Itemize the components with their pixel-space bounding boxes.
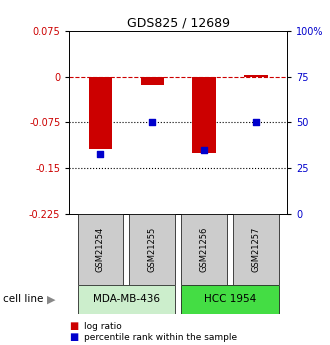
Bar xyxy=(129,214,175,285)
Text: GSM21256: GSM21256 xyxy=(200,227,209,272)
Text: GSM21254: GSM21254 xyxy=(96,227,105,272)
Title: GDS825 / 12689: GDS825 / 12689 xyxy=(127,17,230,30)
Bar xyxy=(233,214,279,285)
Point xyxy=(253,120,259,125)
Bar xyxy=(244,75,268,77)
Bar xyxy=(192,77,216,153)
Text: ▶: ▶ xyxy=(47,294,55,304)
Point xyxy=(202,147,207,153)
Bar xyxy=(78,214,123,285)
Text: log ratio: log ratio xyxy=(84,322,122,331)
Point xyxy=(149,120,155,125)
Text: percentile rank within the sample: percentile rank within the sample xyxy=(84,333,237,342)
Text: ■: ■ xyxy=(69,321,79,331)
Bar xyxy=(141,77,164,85)
Bar xyxy=(89,77,112,149)
Text: GSM21255: GSM21255 xyxy=(148,227,157,272)
Text: ■: ■ xyxy=(69,333,79,342)
Point xyxy=(98,151,103,156)
Bar xyxy=(181,285,279,314)
Text: MDA-MB-436: MDA-MB-436 xyxy=(93,294,160,304)
Bar xyxy=(78,285,175,314)
Text: GSM21257: GSM21257 xyxy=(251,227,260,272)
Bar xyxy=(181,214,227,285)
Text: cell line: cell line xyxy=(3,294,44,304)
Text: HCC 1954: HCC 1954 xyxy=(204,294,256,304)
